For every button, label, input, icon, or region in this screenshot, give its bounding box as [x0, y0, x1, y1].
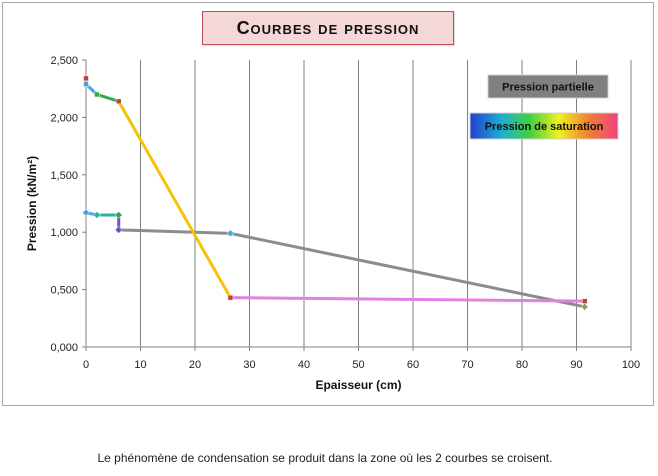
x-tick-label: 60: [407, 359, 419, 371]
data-point: [83, 81, 89, 87]
x-tick-label: 90: [570, 359, 582, 371]
data-point: [94, 91, 100, 98]
series-segment: [117, 228, 232, 235]
series-layer: [82, 75, 589, 311]
legend-swatch: [487, 74, 609, 99]
x-tick-label: 10: [134, 359, 146, 371]
legend-pression-saturation: Pression de saturation: [469, 112, 619, 140]
chart-title: Courbes de pression: [236, 17, 420, 38]
data-point: [227, 294, 234, 301]
data-point: [93, 211, 101, 219]
y-tick-label: 2,000: [50, 112, 78, 124]
x-tick-label: 40: [298, 359, 310, 371]
x-tick-label: 20: [189, 359, 201, 371]
series-segment: [117, 99, 232, 300]
x-tick-label: 70: [461, 359, 473, 371]
data-point: [83, 75, 89, 82]
chart-title-box: Courbes de pression: [202, 11, 454, 45]
chart-frame: [2, 2, 654, 406]
series-segment: [95, 92, 121, 103]
x-axis-title: Epaisseur (cm): [315, 378, 401, 392]
legend-layer: Pression partielle Pression de saturation: [469, 74, 619, 140]
x-tick-label: 100: [622, 359, 640, 371]
grid-layer: [140, 60, 632, 347]
y-tick-label: 0,500: [50, 285, 78, 297]
series-segment: [228, 296, 587, 303]
series-pression-partielle: [82, 208, 589, 311]
series-pression-saturation: [83, 75, 588, 304]
data-point: [580, 302, 589, 311]
legend-pression-partielle: Pression partielle: [487, 74, 609, 99]
data-point: [82, 208, 90, 217]
legend-label: Pression partielle: [502, 82, 594, 94]
legend-label: Pression de saturation: [485, 121, 604, 133]
data-point: [114, 226, 123, 234]
y-axis-title: Pression (kN/m²): [25, 156, 39, 251]
data-point: [581, 298, 588, 304]
axes-layer: 0 10 20 30 40 50 60 70 80 90 100 0,000 0,500 1,000 1,5…: [25, 55, 640, 392]
x-tick-label: 30: [243, 359, 255, 371]
y-tick-label: 1,500: [50, 170, 78, 182]
x-tick-label: 80: [516, 359, 528, 371]
y-tick-label: 1,000: [50, 227, 78, 239]
data-point: [226, 229, 235, 238]
data-point: [115, 98, 122, 105]
legend-swatch: [469, 112, 619, 140]
y-tick-label: 2,500: [50, 55, 78, 67]
x-tick-label: 0: [83, 359, 89, 371]
caption: Le phénomène de condensation se produit …: [97, 451, 553, 465]
series-segment: [228, 231, 587, 309]
data-point: [114, 211, 123, 219]
y-tick-label: 0,000: [50, 342, 78, 354]
x-tick-label: 50: [352, 359, 364, 371]
